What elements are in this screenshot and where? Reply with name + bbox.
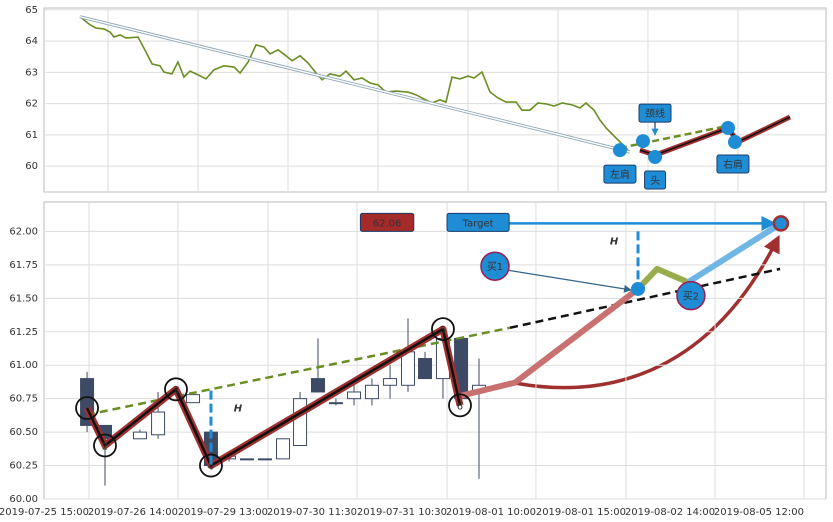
pattern-point (727, 135, 742, 150)
wave-point (448, 393, 472, 418)
candle-body (257, 458, 272, 461)
candle-body (347, 391, 362, 400)
y-tick-label: 64 (25, 36, 38, 47)
pattern-core (639, 116, 791, 156)
candle-body (328, 402, 343, 405)
point-label-box (603, 164, 637, 184)
wave-point (75, 396, 99, 420)
target-label: Target (462, 218, 494, 229)
point-label-box (644, 170, 667, 190)
y-tick-label: 60.00 (9, 494, 38, 505)
candle-body (276, 438, 291, 460)
y-tick-label: 62.00 (9, 226, 38, 237)
target-value-box (359, 212, 415, 232)
candle-body (239, 458, 254, 461)
wave-label: 3 (173, 385, 179, 396)
wave-label: 6 (457, 401, 463, 412)
y-tick-label: 60.75 (9, 394, 38, 405)
candle-body (186, 394, 201, 404)
point-label: 左肩 (610, 168, 630, 181)
candle-body (293, 398, 308, 446)
wave-point (199, 453, 223, 478)
y-tick-label: 60.25 (9, 461, 38, 472)
wave-point (164, 377, 188, 402)
x-tick-label: 2019-08-02 14:00 (625, 507, 715, 518)
breakout-point (631, 281, 646, 296)
zigzag-core (85, 327, 462, 467)
point-label: 右肩 (723, 158, 743, 171)
top-frame (43, 7, 827, 193)
x-tick-label: 2019-08-05 12:00 (714, 507, 804, 518)
height-label: H (610, 236, 619, 247)
trend-line-inner (79, 16, 631, 153)
target-value: 62.06 (373, 218, 402, 229)
wave-label: 5 (440, 325, 446, 336)
y-tick-label: 61.00 (9, 360, 38, 371)
candle-body (383, 378, 398, 386)
pattern-point (612, 143, 627, 158)
y-tick-label: 63 (25, 67, 38, 78)
y-tick-label: 61.50 (9, 293, 38, 304)
x-tick-label: 2019-07-25 15:00 (0, 507, 89, 518)
pattern-point (721, 120, 736, 135)
candle-body (400, 351, 415, 386)
target-label-box (446, 212, 510, 232)
y-tick-label: 61.75 (9, 260, 38, 271)
y-tick-label: 65 (25, 5, 38, 16)
x-tick-label: 2019-08-01 15:00 (536, 507, 626, 518)
x-tick-label: 2019-07-26 14:00 (88, 507, 178, 518)
pattern-outline (639, 114, 792, 158)
y-tick-label: 62 (25, 99, 38, 110)
x-tick-label: 2019-07-30 11:30 (267, 507, 357, 518)
target-point (772, 215, 790, 232)
point-label-box (716, 154, 750, 174)
candle-body (151, 411, 166, 436)
y-tick-label: 61.25 (9, 327, 38, 338)
wave-point (431, 317, 455, 341)
zigzag-outline (83, 325, 464, 470)
buy-marker (676, 280, 706, 311)
neckline-extension (509, 267, 781, 329)
y-tick-label: 61 (25, 130, 38, 141)
buy-marker (480, 251, 510, 281)
projection-arrow (514, 234, 780, 390)
pattern-point (648, 150, 663, 165)
projected-path (459, 286, 640, 399)
candle-body (364, 384, 379, 400)
x-tick-label: 2019-07-29 13:00 (178, 507, 268, 518)
candle-body (132, 431, 147, 440)
bottom-frame (43, 201, 827, 500)
wave-point (93, 433, 117, 458)
wave-label: 4 (208, 462, 214, 473)
buy-label: 买2 (683, 291, 699, 303)
y-tick-label: 60 (25, 161, 38, 172)
price-line (79, 16, 629, 151)
candle-body (310, 378, 325, 393)
x-tick-label: 2019-07-31 10:30 (357, 507, 447, 518)
buy-pointer (507, 269, 632, 293)
point-label: 头 (650, 175, 660, 187)
pattern-point (635, 134, 650, 149)
candle-body (418, 358, 433, 380)
projected-path (686, 220, 783, 285)
point-label-box (638, 103, 672, 123)
buy-label: 买1 (487, 261, 503, 273)
projected-path (635, 265, 690, 292)
point-label: 颈线 (645, 107, 665, 120)
y-tick-label: 60.50 (9, 427, 38, 438)
x-tick-label: 2019-08-01 10:00 (446, 507, 536, 518)
height-label: H (234, 404, 243, 415)
wave-label: 2 (102, 441, 108, 452)
